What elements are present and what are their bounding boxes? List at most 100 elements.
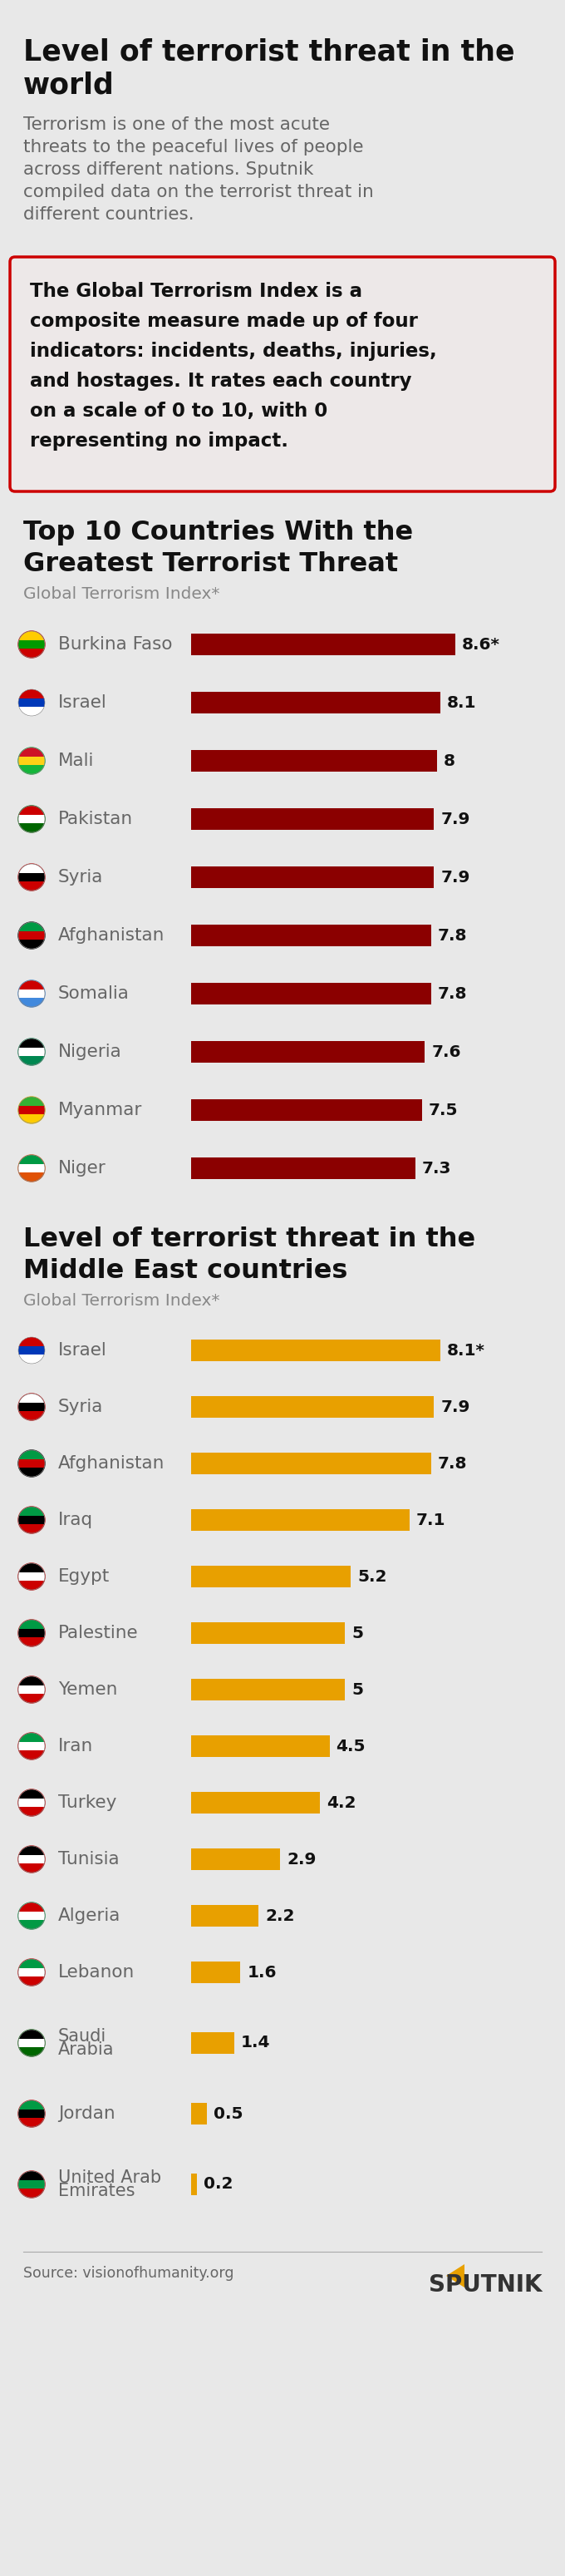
Bar	[191, 866, 434, 889]
FancyBboxPatch shape	[18, 757, 45, 765]
Text: and hostages. It rates each country: and hostages. It rates each country	[30, 371, 412, 392]
FancyBboxPatch shape	[18, 1515, 45, 1525]
Polygon shape	[446, 2264, 464, 2287]
FancyBboxPatch shape	[18, 1734, 45, 1741]
Bar	[191, 1100, 421, 1121]
Text: different countries.: different countries.	[23, 206, 194, 224]
FancyBboxPatch shape	[18, 765, 45, 775]
FancyBboxPatch shape	[18, 1958, 45, 1968]
Circle shape	[18, 1734, 45, 1759]
Text: 1.4: 1.4	[241, 2035, 270, 2050]
Text: Israel: Israel	[58, 696, 107, 711]
FancyBboxPatch shape	[18, 1582, 45, 1589]
FancyBboxPatch shape	[18, 1798, 45, 1808]
Bar	[191, 1850, 280, 1870]
Circle shape	[18, 2099, 45, 2128]
FancyBboxPatch shape	[18, 1919, 45, 1929]
Bar	[191, 2102, 206, 2125]
Bar	[191, 1041, 425, 1064]
Text: Egypt: Egypt	[58, 1569, 110, 1584]
Bar	[191, 1736, 329, 1757]
FancyBboxPatch shape	[18, 2048, 45, 2056]
FancyBboxPatch shape	[18, 1458, 45, 1468]
Text: Level of terrorist threat in the: Level of terrorist threat in the	[23, 1226, 475, 1252]
FancyBboxPatch shape	[18, 940, 45, 948]
Circle shape	[18, 1847, 45, 1873]
FancyBboxPatch shape	[18, 1450, 45, 1458]
Bar	[191, 2174, 197, 2195]
Text: representing no impact.: representing no impact.	[30, 433, 288, 451]
FancyBboxPatch shape	[18, 1154, 45, 1164]
Text: Greatest Terrorist Threat: Greatest Terrorist Threat	[23, 551, 398, 577]
Text: 5: 5	[351, 1682, 363, 1698]
Circle shape	[18, 1450, 45, 1476]
Text: 2.2: 2.2	[266, 1909, 295, 1924]
Text: 7.6: 7.6	[432, 1043, 461, 1059]
FancyBboxPatch shape	[18, 2172, 45, 2179]
FancyBboxPatch shape	[18, 1855, 45, 1862]
FancyBboxPatch shape	[18, 1695, 45, 1703]
FancyBboxPatch shape	[18, 639, 45, 649]
Text: compiled data on the terrorist threat in: compiled data on the terrorist threat in	[23, 183, 373, 201]
FancyBboxPatch shape	[18, 1355, 45, 1363]
Text: 7.8: 7.8	[437, 927, 467, 943]
FancyBboxPatch shape	[18, 1968, 45, 1976]
Circle shape	[18, 863, 45, 891]
Text: 7.5: 7.5	[428, 1103, 458, 1118]
Text: composite measure made up of four: composite measure made up of four	[30, 312, 418, 330]
Text: Level of terrorist threat in the: Level of terrorist threat in the	[23, 39, 515, 67]
FancyBboxPatch shape	[18, 930, 45, 940]
Text: 7.9: 7.9	[441, 811, 470, 827]
FancyBboxPatch shape	[18, 2038, 45, 2048]
FancyBboxPatch shape	[18, 824, 45, 832]
Text: 8: 8	[444, 752, 455, 768]
Circle shape	[18, 631, 45, 657]
FancyBboxPatch shape	[18, 2110, 45, 2117]
Circle shape	[18, 690, 45, 716]
Text: Syria: Syria	[58, 1399, 103, 1414]
Text: 7.9: 7.9	[441, 868, 470, 886]
Text: Tunisia: Tunisia	[58, 1852, 119, 1868]
FancyBboxPatch shape	[18, 1468, 45, 1476]
Text: 1.6: 1.6	[247, 1965, 276, 1981]
Text: 8.1: 8.1	[447, 696, 476, 711]
Text: Middle East countries: Middle East countries	[23, 1257, 347, 1283]
FancyBboxPatch shape	[18, 2117, 45, 2128]
FancyBboxPatch shape	[18, 1164, 45, 1172]
Text: Myanmar: Myanmar	[58, 1103, 142, 1118]
Text: Iraq: Iraq	[58, 1512, 93, 1528]
Bar	[191, 1157, 415, 1180]
FancyBboxPatch shape	[18, 1038, 45, 1048]
FancyBboxPatch shape	[18, 873, 45, 881]
FancyBboxPatch shape	[18, 690, 45, 698]
FancyBboxPatch shape	[18, 1571, 45, 1582]
FancyBboxPatch shape	[18, 1525, 45, 1533]
FancyBboxPatch shape	[18, 806, 45, 814]
FancyBboxPatch shape	[18, 1741, 45, 1752]
Bar	[191, 634, 455, 654]
Text: Syria: Syria	[58, 868, 103, 886]
Text: Niger: Niger	[58, 1159, 106, 1177]
FancyBboxPatch shape	[18, 1620, 45, 1628]
Bar	[191, 1960, 240, 1984]
Text: Lebanon: Lebanon	[58, 1963, 135, 1981]
Text: 0.5: 0.5	[213, 2105, 242, 2123]
FancyBboxPatch shape	[18, 814, 45, 824]
FancyBboxPatch shape	[18, 1808, 45, 1816]
Circle shape	[18, 1394, 45, 1419]
FancyBboxPatch shape	[18, 1976, 45, 1986]
Text: Algeria: Algeria	[58, 1906, 121, 1924]
FancyBboxPatch shape	[18, 989, 45, 997]
Text: threats to the peaceful lives of people: threats to the peaceful lives of people	[23, 139, 363, 155]
Bar	[191, 1566, 351, 1587]
FancyBboxPatch shape	[18, 1677, 45, 1685]
Bar	[191, 1453, 431, 1473]
Text: Jordan: Jordan	[58, 2105, 115, 2123]
Circle shape	[18, 1790, 45, 1816]
Text: 8.1*: 8.1*	[447, 1342, 485, 1358]
FancyBboxPatch shape	[18, 631, 45, 639]
Circle shape	[18, 1097, 45, 1123]
Text: Afghanistan: Afghanistan	[58, 1455, 165, 1471]
Bar	[191, 1340, 440, 1360]
Text: 7.8: 7.8	[437, 1455, 467, 1471]
